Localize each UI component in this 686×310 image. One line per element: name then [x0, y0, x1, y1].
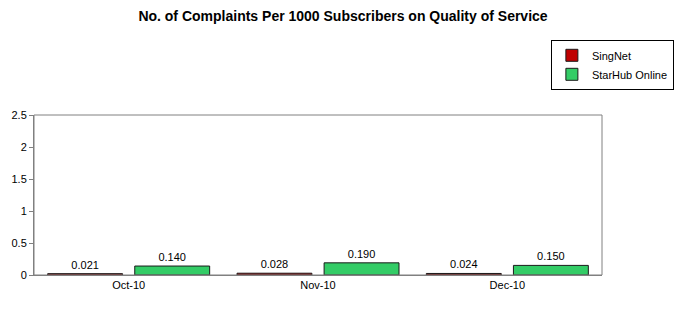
- svg-text:1.5: 1.5: [12, 173, 27, 185]
- svg-text:1: 1: [21, 205, 27, 217]
- svg-text:0.150: 0.150: [537, 250, 565, 262]
- svg-text:0.021: 0.021: [71, 259, 99, 271]
- svg-text:0.190: 0.190: [348, 248, 376, 260]
- svg-text:0.024: 0.024: [450, 258, 478, 270]
- svg-text:0: 0: [21, 269, 27, 281]
- svg-text:0.028: 0.028: [261, 258, 289, 270]
- svg-text:2: 2: [21, 141, 27, 153]
- svg-text:0.140: 0.140: [158, 251, 186, 263]
- svg-text:StarHub Online: StarHub Online: [592, 69, 667, 81]
- svg-text:Dec-10: Dec-10: [490, 279, 525, 291]
- svg-text:SingNet: SingNet: [592, 50, 631, 62]
- svg-text:Oct-10: Oct-10: [112, 279, 145, 291]
- svg-text:0.5: 0.5: [12, 237, 27, 249]
- svg-text:Nov-10: Nov-10: [300, 279, 335, 291]
- svg-text:No. of Complaints Per 1000 Sub: No. of Complaints Per 1000 Subscribers o…: [138, 8, 547, 24]
- svg-text:2.5: 2.5: [12, 109, 27, 121]
